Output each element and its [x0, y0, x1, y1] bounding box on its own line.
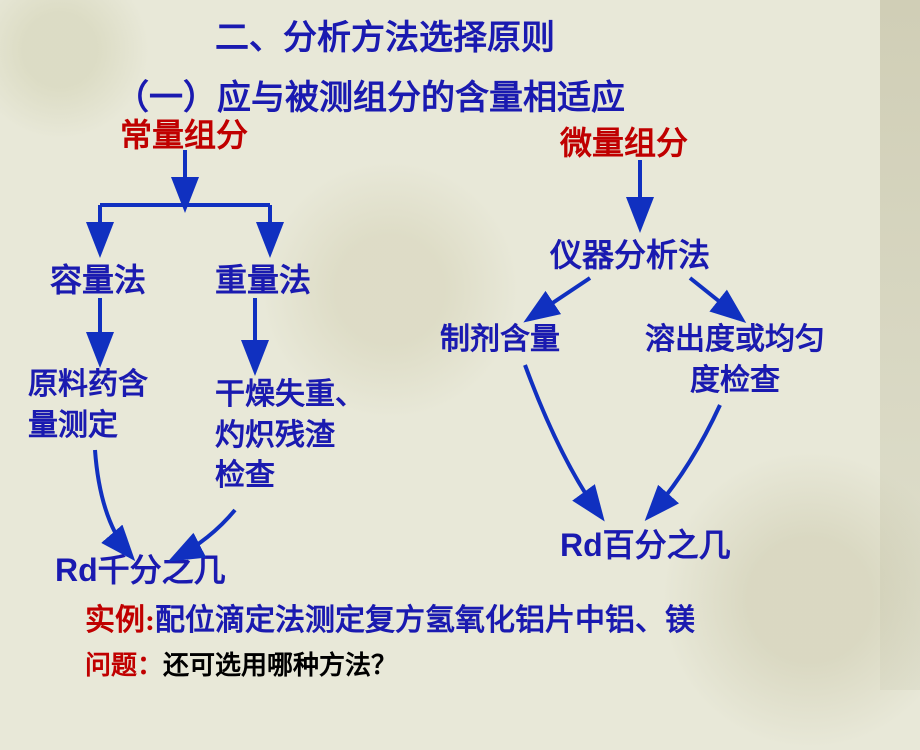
right-branch-b: 溶出度或均匀 度检查: [645, 320, 825, 401]
bg-edge-strip: [880, 0, 920, 690]
left-detail-a: 原料药含 量测定: [28, 365, 148, 446]
example-label: 实例:: [85, 604, 155, 637]
question-label: 问题：: [85, 651, 163, 680]
arrow-rB-to-Rd: [650, 405, 720, 515]
rd-prefix-right: Rd: [560, 527, 603, 563]
arrow-right-to-A: [530, 278, 590, 318]
right-result: Rd百分之几: [560, 520, 731, 566]
left-detail-b: 干燥失重、 灼炽残渣 检查: [215, 375, 365, 497]
rd-prefix-left: Rd: [55, 552, 98, 588]
question-body: 还可选用哪种方法？: [163, 651, 397, 680]
rd-body-right: 百分之几: [603, 527, 731, 563]
left-method-a: 容量法: [50, 255, 146, 301]
arrow-A-to-Rd: [95, 450, 130, 555]
left-root-label: 常量组分: [120, 110, 248, 156]
right-branch-a: 制剂含量: [440, 320, 560, 361]
left-result: Rd千分之几: [55, 545, 226, 591]
bg-flourish-3: [660, 450, 920, 750]
left-method-b: 重量法: [215, 255, 311, 301]
section-title: 二、分析方法选择原则: [215, 10, 555, 59]
right-method: 仪器分析法: [550, 230, 710, 276]
example-line: 实例:配位滴定法测定复方氢氧化铝片中铝、镁: [85, 595, 695, 639]
question-line: 问题：还可选用哪种方法？: [85, 645, 397, 682]
arrow-right-to-B: [690, 278, 740, 318]
example-body: 配位滴定法测定复方氢氧化铝片中铝、镁: [155, 604, 695, 637]
right-root-label: 微量组分: [560, 118, 688, 164]
rd-body-left: 千分之几: [98, 552, 226, 588]
arrow-rA-to-Rd: [525, 365, 600, 515]
